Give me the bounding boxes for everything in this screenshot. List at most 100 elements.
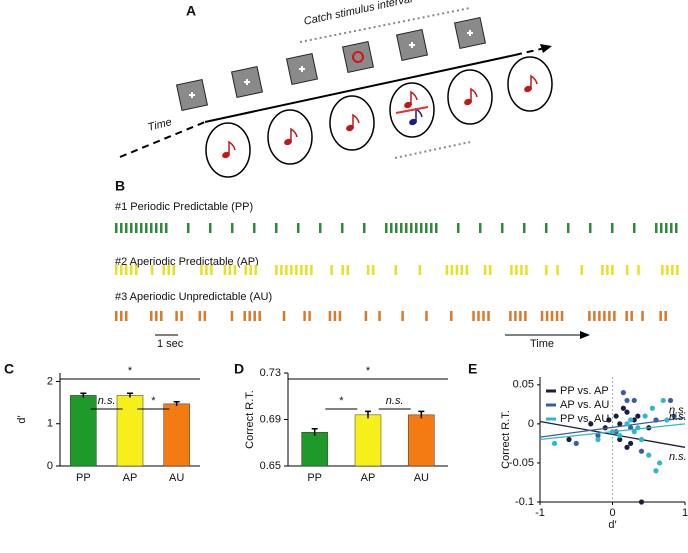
beat <box>172 265 175 275</box>
beat <box>180 311 183 321</box>
beat <box>450 311 453 321</box>
beat <box>125 223 128 233</box>
beat <box>410 223 413 233</box>
beat <box>661 265 664 275</box>
beat <box>328 311 332 321</box>
beat <box>297 223 300 233</box>
note-head <box>464 98 472 106</box>
beat <box>280 265 283 275</box>
beat <box>665 223 668 233</box>
note-head <box>284 138 292 146</box>
fixation-cross <box>299 66 305 72</box>
point <box>638 499 645 505</box>
beat <box>165 223 168 233</box>
point <box>606 417 612 423</box>
beat <box>545 311 549 321</box>
beat <box>450 265 454 275</box>
beat <box>472 311 475 321</box>
beat <box>659 311 662 321</box>
beat <box>415 223 418 233</box>
point <box>631 397 637 404</box>
fit-line <box>539 416 686 438</box>
row-label: #2 Aperiodic Predictable (AP) <box>115 256 259 268</box>
beat <box>676 265 679 275</box>
note-head <box>222 151 230 159</box>
x-tick-label: 1 <box>682 507 688 519</box>
beat <box>401 311 404 321</box>
stimuli <box>175 16 553 178</box>
beat <box>482 311 485 321</box>
beat <box>664 311 667 321</box>
point <box>638 436 645 443</box>
beat <box>285 265 288 275</box>
note-stem <box>530 74 538 89</box>
point <box>649 405 655 411</box>
beat <box>608 311 611 321</box>
beat <box>253 223 256 233</box>
beat <box>400 223 403 233</box>
fit-annotation: n.s. <box>669 405 687 417</box>
error-bar <box>173 400 180 406</box>
x-tick-label: PP <box>76 472 91 484</box>
beat <box>633 223 636 233</box>
sound-disc <box>507 56 553 112</box>
bar <box>163 403 190 467</box>
point <box>588 421 594 427</box>
y-tick-label: 0.69 <box>260 413 281 425</box>
beat <box>390 223 393 233</box>
sound-disc <box>205 122 251 178</box>
note-stem <box>290 127 298 142</box>
panel-label: A <box>186 3 196 19</box>
beat <box>198 311 202 321</box>
point <box>624 444 630 450</box>
timeline-dashed <box>119 121 206 158</box>
error-bar <box>418 410 425 419</box>
point <box>620 405 626 411</box>
beat <box>300 265 303 275</box>
x-tick-label: AP <box>361 472 376 484</box>
y-tick-label: -0.1 <box>515 496 534 508</box>
beat <box>435 223 438 233</box>
point <box>628 417 634 423</box>
fit-line <box>539 423 686 441</box>
beat <box>364 311 368 321</box>
beat <box>319 223 322 233</box>
scale-label: 1 sec <box>157 338 184 350</box>
significance-label: * <box>366 365 371 377</box>
point <box>664 417 670 423</box>
beat <box>346 265 350 275</box>
beat <box>275 265 278 275</box>
fit-annotation: n.s. <box>669 451 687 463</box>
beat <box>523 223 526 233</box>
screen <box>341 40 375 74</box>
beat <box>120 223 123 233</box>
beat <box>670 223 673 233</box>
beat <box>254 265 257 275</box>
point <box>613 413 619 419</box>
x-axis-label: d′ <box>608 519 616 531</box>
x-tick-label: AU <box>414 472 429 484</box>
beat <box>540 311 544 321</box>
beat <box>519 311 522 321</box>
point <box>628 440 634 447</box>
beat <box>660 223 663 233</box>
beat <box>394 265 397 275</box>
fixation-cross <box>189 92 195 98</box>
split <box>395 106 429 114</box>
legend-label: AP vs. AU <box>560 399 609 411</box>
x-tick-label: 0 <box>609 507 615 519</box>
beat <box>589 223 592 233</box>
beat <box>305 265 308 275</box>
row-label: #3 Aperiodic Unpredictable (AU) <box>115 291 272 303</box>
beat <box>430 223 433 233</box>
beat <box>545 223 548 233</box>
error-bar <box>80 392 87 398</box>
arrow-head <box>540 44 552 53</box>
beat <box>341 265 345 275</box>
sequences <box>115 223 679 321</box>
beat <box>333 311 337 321</box>
point <box>660 397 666 404</box>
beat <box>160 223 163 233</box>
beat <box>187 223 190 233</box>
beat <box>418 265 422 275</box>
